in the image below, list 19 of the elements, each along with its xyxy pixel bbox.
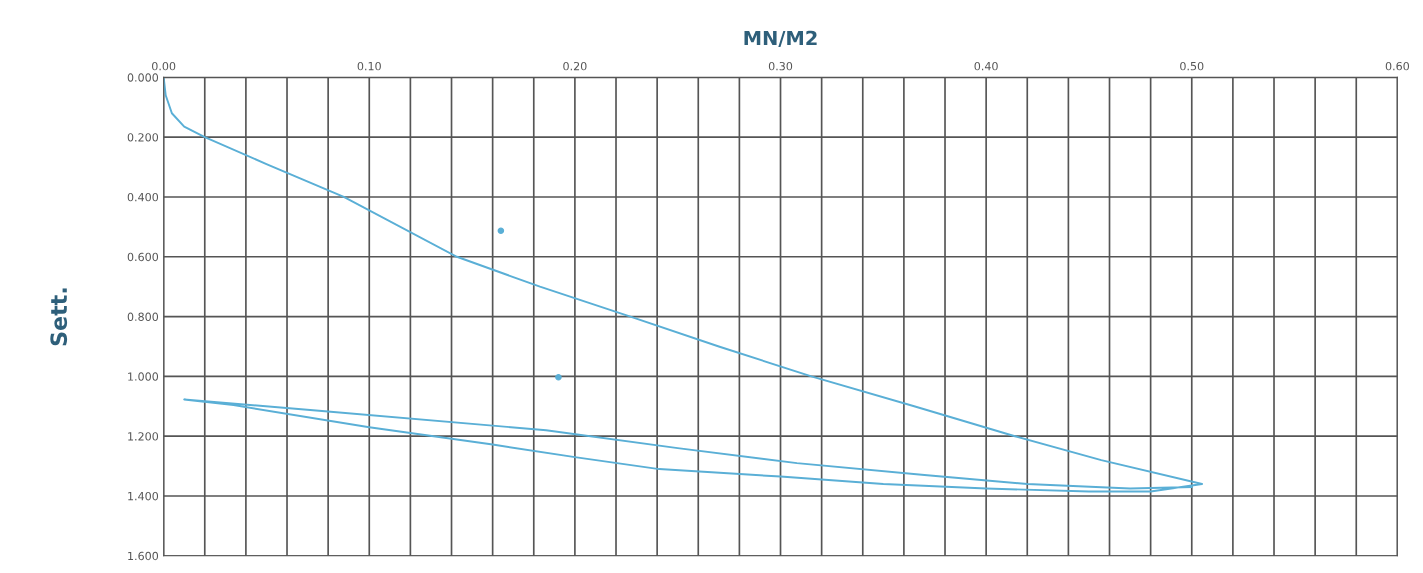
x-tick-label: 0.60 bbox=[1385, 61, 1410, 71]
x-tick-label: 0.20 bbox=[563, 61, 587, 71]
y-tick-label: 0.000 bbox=[127, 73, 159, 82]
y-tick-label: 1.600 bbox=[128, 551, 159, 561]
x-tick-label: 0.10 bbox=[357, 61, 381, 71]
y-tick-label: 1.200 bbox=[128, 432, 159, 441]
y-axis-title: Sett. bbox=[50, 288, 68, 346]
x-axis-title: MN/M2 bbox=[744, 30, 817, 47]
y-tick-label: 0.800 bbox=[127, 312, 159, 321]
x-tick-label: 0.40 bbox=[974, 61, 998, 71]
y-tick-label: 0.400 bbox=[127, 192, 159, 202]
y-tick-label: 1.000 bbox=[128, 372, 159, 381]
x-tick-label: 0.00 bbox=[152, 61, 176, 71]
x-tick-label: 0.50 bbox=[1180, 61, 1204, 71]
y-tick-label: 0.200 bbox=[127, 133, 159, 142]
line-series bbox=[163, 77, 1204, 493]
x-tick-label: 0.30 bbox=[768, 61, 793, 71]
y-tick-label: 1.400 bbox=[128, 491, 159, 501]
y-tick-label: 0.600 bbox=[127, 252, 159, 262]
